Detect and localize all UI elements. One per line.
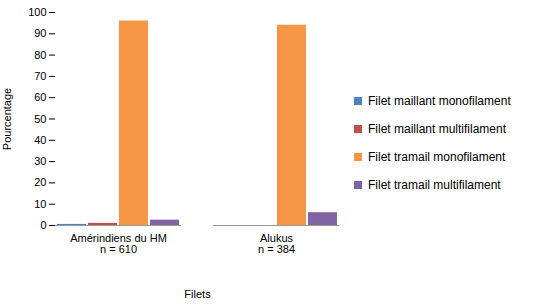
svg-text:Alukusn = 384: Alukusn = 384	[258, 232, 295, 255]
svg-text:50: 50	[34, 113, 46, 125]
svg-text:30: 30	[34, 155, 46, 167]
svg-text:0: 0	[40, 219, 46, 231]
svg-text:20: 20	[34, 176, 46, 188]
html-text:Filet tramail multifilament: Filet tramail multifilament	[368, 178, 501, 192]
svg-text:90: 90	[34, 27, 46, 39]
svg-text:Amérindiens du HMn = 610: Amérindiens du HMn = 610	[70, 232, 167, 255]
svg-text:80: 80	[34, 49, 46, 61]
html-text:Filet tramail monofilament: Filet tramail monofilament	[368, 150, 506, 164]
svg-text:10: 10	[34, 198, 46, 210]
svg-text:70: 70	[34, 70, 46, 82]
svg-text:Pourcentage: Pourcentage	[1, 88, 13, 150]
svg-text:60: 60	[34, 91, 46, 103]
svg-text:100: 100	[28, 6, 46, 18]
html-text:Filet maillant monofilament: Filet maillant monofilament	[368, 94, 511, 108]
svg-text:40: 40	[34, 134, 46, 146]
svg-text:Filets: Filets	[184, 288, 211, 300]
html-text:Filet maillant multifilament: Filet maillant multifilament	[368, 122, 506, 136]
